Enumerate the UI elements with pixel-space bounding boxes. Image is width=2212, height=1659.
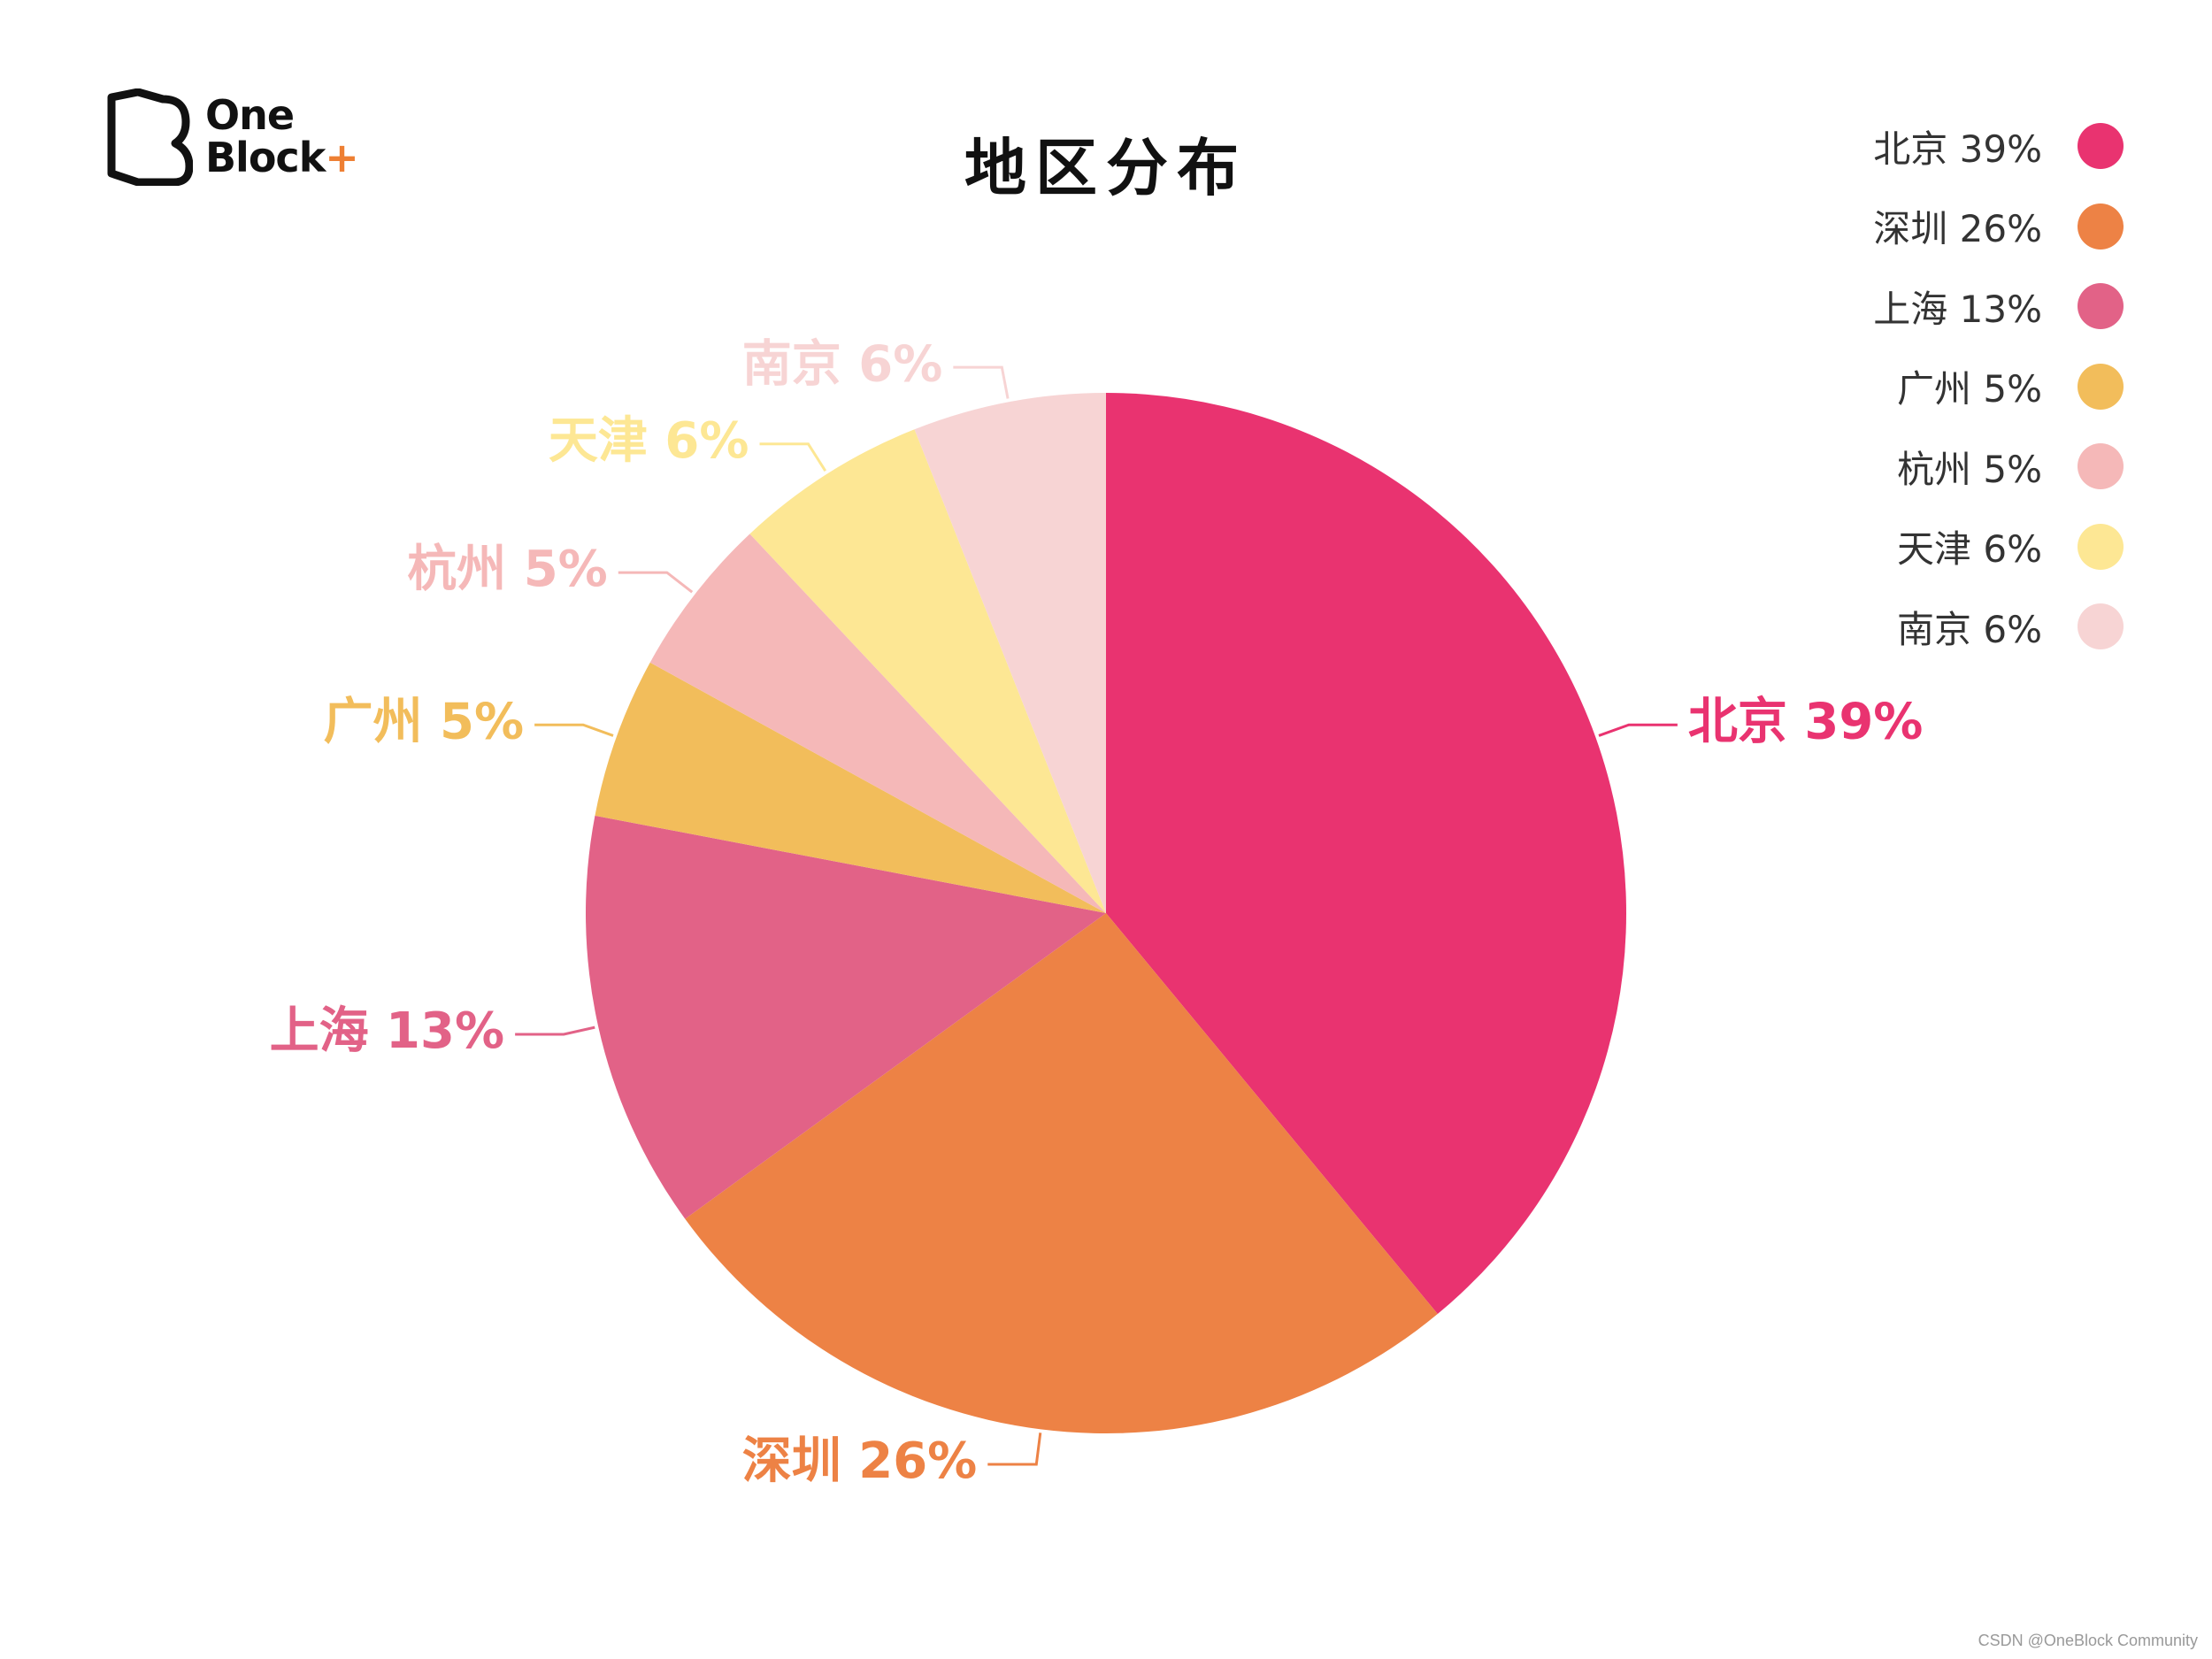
- legend-dot: [2078, 123, 2124, 170]
- pie-slice-1: [685, 913, 1438, 1433]
- logo-line2: Block: [205, 134, 326, 181]
- legend-label: 南京 6%: [1897, 607, 2042, 651]
- legend-dot: [2078, 603, 2124, 650]
- pie-slice-2: [586, 815, 1106, 1219]
- watermark: CSDN @OneBlock Community: [1978, 1632, 2198, 1649]
- slice-label-3: 广州 5%: [324, 693, 525, 750]
- legend-label: 广州 5%: [1897, 367, 2042, 411]
- legend-dot: [2078, 523, 2124, 570]
- legend-dot: [2078, 283, 2124, 330]
- leader-line-6: [953, 365, 1010, 399]
- legend-dot: [2078, 203, 2124, 250]
- logo-line1: One: [205, 91, 295, 139]
- leader-line-4: [618, 571, 694, 594]
- pie-slice-5: [749, 429, 1106, 914]
- slice-label-6: 南京 6%: [742, 335, 943, 393]
- legend-item-0: 北京 39%: [1873, 106, 2124, 187]
- legend-dot: [2078, 363, 2124, 410]
- leader-line-0: [1598, 723, 1678, 737]
- legend-item-3: 广州 5%: [1873, 347, 2124, 427]
- leader-line-5: [759, 442, 827, 472]
- logo-mark-icon: [107, 88, 193, 186]
- slice-label-2: 上海 13%: [270, 1002, 505, 1060]
- leader-line-1: [987, 1432, 1042, 1466]
- slice-label-0: 北京 39%: [1688, 693, 1924, 750]
- chart-title: 地区分布: [964, 132, 1248, 204]
- leader-line-3: [534, 723, 614, 737]
- legend-item-1: 深圳 26%: [1873, 187, 2124, 267]
- legend-item-4: 杭州 5%: [1873, 426, 2124, 507]
- legend-label: 杭州 5%: [1897, 447, 2042, 491]
- oneblock-logo: One Block+: [104, 88, 388, 186]
- legend-dot: [2078, 443, 2124, 490]
- pie-slice-6: [914, 393, 1106, 913]
- legend-label: 天津 6%: [1897, 527, 2042, 572]
- legend-label: 深圳 26%: [1873, 207, 2042, 251]
- legend-item-6: 南京 6%: [1873, 587, 2124, 667]
- legend-item-5: 天津 6%: [1873, 507, 2124, 588]
- legend-label: 北京 39%: [1873, 127, 2042, 171]
- pie-slice-3: [595, 662, 1106, 913]
- slice-label-5: 天津 6%: [549, 412, 749, 470]
- legend-label: 上海 13%: [1873, 287, 2042, 331]
- logo-plus: +: [325, 134, 359, 181]
- chart-legend: 北京 39% 深圳 26% 上海 13% 广州 5% 杭州 5% 天津 6% 南京 6%: [1873, 106, 2124, 667]
- slice-label-1: 深圳 26%: [742, 1432, 978, 1490]
- legend-item-2: 上海 13%: [1873, 266, 2124, 347]
- pie-slice-4: [649, 534, 1106, 913]
- slice-label-4: 杭州 5%: [407, 541, 608, 598]
- leader-line-2: [515, 1025, 595, 1036]
- pie-slice-0: [1106, 393, 1626, 1315]
